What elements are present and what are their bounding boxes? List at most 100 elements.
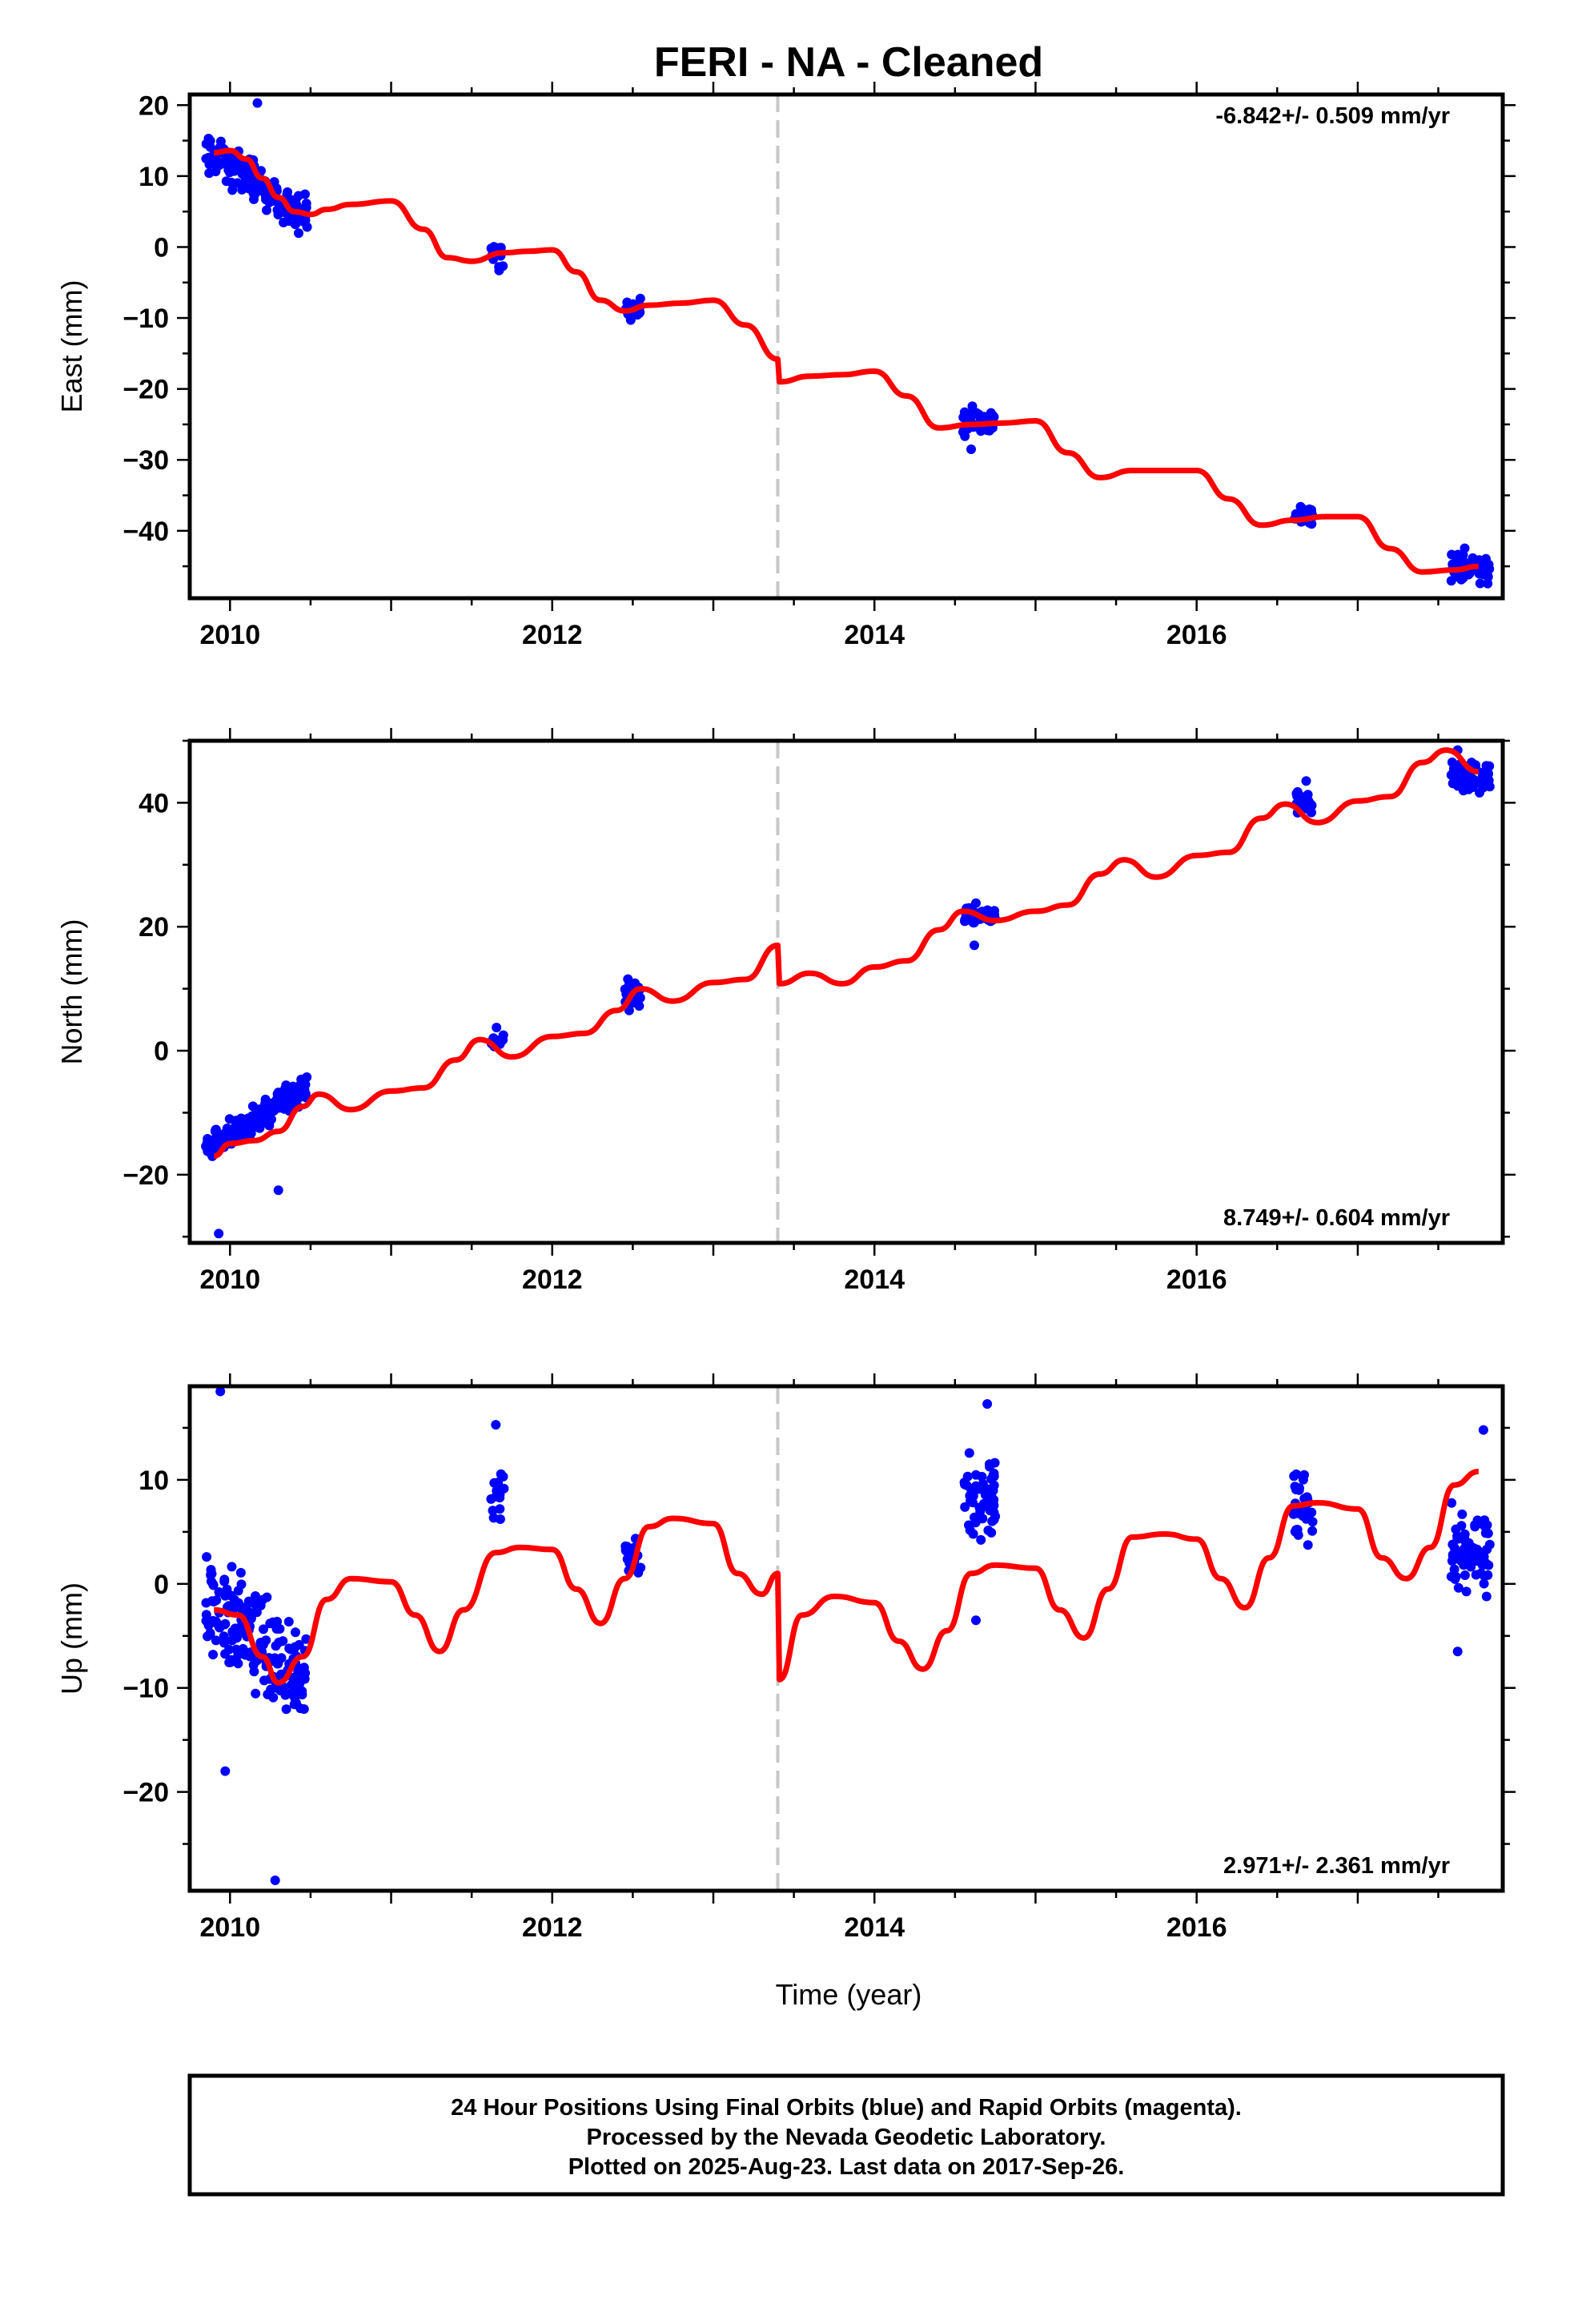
data-point <box>498 1030 508 1040</box>
data-point <box>1447 1498 1457 1508</box>
data-point <box>295 1080 306 1090</box>
footer-line-3: Plotted on 2025-Aug-23. Last data on 201… <box>568 2154 1125 2180</box>
data-point <box>228 179 239 189</box>
data-point <box>224 1602 235 1612</box>
panel-data <box>201 98 1495 589</box>
data-point <box>1291 1525 1301 1535</box>
y-axis-label: Up (mm) <box>55 1582 88 1695</box>
data-point <box>233 1659 243 1669</box>
x-tick-label: 2016 <box>1166 1265 1227 1295</box>
data-point <box>969 918 979 928</box>
data-point <box>1467 778 1477 788</box>
rate-annotation: -6.842+/- 0.509 mm/yr <box>1215 103 1450 129</box>
footer-frame <box>187 2073 1505 2197</box>
data-point <box>214 1587 224 1597</box>
data-point-outlier <box>494 265 504 275</box>
data-point <box>983 1526 994 1535</box>
y-axis-label: East (mm) <box>55 280 88 413</box>
data-point <box>960 1479 970 1490</box>
data-point <box>251 1688 261 1699</box>
data-point <box>211 1124 221 1135</box>
data-point <box>207 153 218 163</box>
x-tick-label: 2014 <box>844 1912 905 1943</box>
data-point <box>219 1631 229 1642</box>
data-point <box>971 1470 981 1480</box>
footer-line-2: Processed by the Nevada Geodetic Laborat… <box>587 2125 1106 2150</box>
data-point <box>283 1688 294 1699</box>
data-point <box>960 915 970 925</box>
data-point <box>960 1502 970 1512</box>
model-curve <box>214 1469 1480 1686</box>
data-point <box>964 410 974 420</box>
data-point <box>1307 807 1316 818</box>
data-point <box>1464 1538 1474 1548</box>
data-point <box>234 1625 244 1635</box>
data-point <box>299 1704 309 1715</box>
data-point-outlier <box>215 1386 226 1397</box>
data-point <box>1460 1570 1470 1580</box>
data-point <box>1484 1539 1495 1550</box>
x-tick-label: 2014 <box>844 620 905 650</box>
data-point <box>1458 775 1468 785</box>
y-tick-label: 20 <box>139 912 169 943</box>
data-point <box>486 1494 496 1504</box>
data-point <box>630 978 640 988</box>
data-point <box>1482 770 1492 780</box>
data-point <box>240 175 251 185</box>
data-point <box>219 1619 230 1630</box>
chart-title: FERI - NA - Cleaned <box>654 39 1043 86</box>
y-tick-label: −10 <box>122 304 169 334</box>
y-tick-label: −20 <box>122 375 169 405</box>
data-point <box>251 1591 260 1601</box>
data-point <box>227 1635 238 1646</box>
data-point <box>985 1462 995 1472</box>
data-point <box>275 1686 286 1695</box>
data-point <box>964 1448 974 1458</box>
data-point <box>1456 1521 1467 1531</box>
data-point-outlier <box>982 1399 993 1409</box>
data-point <box>976 1534 986 1545</box>
data-point <box>276 1653 287 1663</box>
data-point <box>227 1562 237 1572</box>
data-point <box>1481 1591 1492 1602</box>
data-point <box>245 1651 255 1662</box>
x-tick-label: 2010 <box>199 620 260 650</box>
data-point <box>1475 1518 1485 1528</box>
data-point <box>294 1639 304 1650</box>
data-point-outlier <box>491 1420 501 1430</box>
data-point <box>281 1080 291 1091</box>
data-point <box>1299 1470 1309 1480</box>
data-point <box>989 1480 999 1490</box>
y-tick-label: 0 <box>154 1036 169 1067</box>
x-axis-label: Time (year) <box>776 1978 922 2011</box>
data-point-outlier <box>1478 1425 1488 1435</box>
panel-data <box>201 1386 1495 1885</box>
data-point <box>495 1504 505 1514</box>
data-point <box>283 1617 294 1626</box>
y-tick-label: 0 <box>154 1570 169 1600</box>
data-point <box>978 1514 988 1524</box>
data-point <box>263 1689 273 1699</box>
x-tick-label: 2010 <box>199 1912 260 1943</box>
data-point-outlier <box>1452 1647 1463 1657</box>
data-point <box>1466 1549 1476 1559</box>
y-tick-label: −10 <box>122 1674 169 1704</box>
data-point <box>1303 1540 1313 1550</box>
panel-frame <box>187 92 1505 601</box>
data-point <box>1458 786 1468 796</box>
data-point <box>213 1619 223 1630</box>
data-point <box>1477 1560 1488 1570</box>
data-point <box>1475 578 1485 589</box>
data-point <box>633 1567 644 1578</box>
x-tick-label: 2014 <box>844 1265 905 1295</box>
model-curve <box>213 747 1480 1160</box>
data-point <box>262 205 271 215</box>
data-point <box>1301 1514 1311 1524</box>
data-point <box>280 1093 291 1103</box>
footer-box: 24 Hour Positions Using Final Orbits (bl… <box>187 2073 1505 2197</box>
data-point <box>1479 1578 1489 1589</box>
data-point <box>1471 1570 1481 1580</box>
data-point <box>498 1471 508 1482</box>
